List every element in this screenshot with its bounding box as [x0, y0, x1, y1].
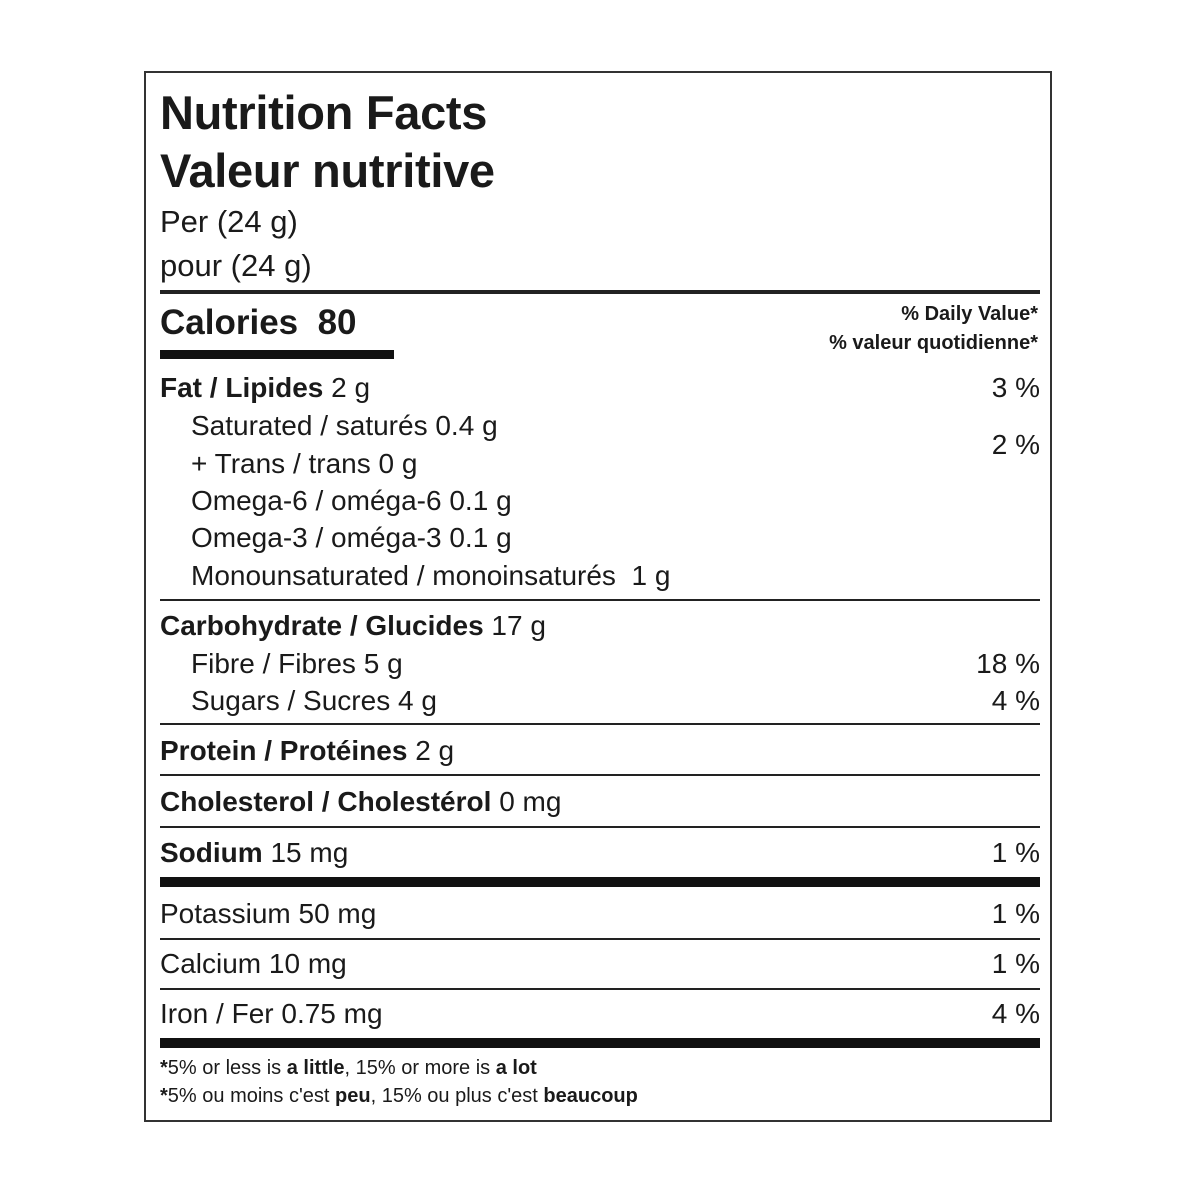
- serving-size-en: Per (24 g): [160, 204, 298, 239]
- divider: [160, 599, 1040, 601]
- row-sodium: Sodium 15 mg 1 %: [160, 837, 1040, 868]
- footnote-fr: *5% ou moins c'est peu, 15% ou plus c'es…: [160, 1085, 638, 1107]
- row-calcium: Calcium 10 mg 1 %: [160, 948, 1040, 979]
- serving-size-fr: pour (24 g): [160, 248, 312, 283]
- divider: [160, 988, 1040, 990]
- divider-thick: [160, 877, 1040, 887]
- divider: [160, 826, 1040, 828]
- divider: [160, 290, 1040, 294]
- daily-value-header-en: % Daily Value*: [901, 303, 1038, 325]
- row-trans: + Trans / trans 0 g: [191, 448, 418, 479]
- footnote-en: *5% or less is a little, 15% or more is …: [160, 1057, 537, 1079]
- row-omega6: Omega-6 / oméga-6 0.1 g: [191, 485, 512, 516]
- row-fibre: Fibre / Fibres 5 g 18 %: [191, 648, 1040, 679]
- divider: [160, 723, 1040, 725]
- row-potassium: Potassium 50 mg 1 %: [160, 898, 1040, 929]
- divider: [160, 938, 1040, 940]
- calories-value: 80: [317, 303, 357, 342]
- divider-thick: [160, 1038, 1040, 1048]
- title-en: Nutrition Facts: [160, 86, 488, 139]
- title-fr: Valeur nutritive: [160, 144, 495, 197]
- row-saturated: Saturated / saturés 0.4 g: [191, 410, 498, 441]
- row-monounsaturated: Monounsaturated / monoinsaturés 1 g: [191, 560, 671, 591]
- sat-trans-dv: 2 %: [991, 429, 1040, 460]
- calories-label: Calories: [160, 303, 299, 342]
- daily-value-header-fr: % valeur quotidienne*: [829, 332, 1038, 354]
- row-protein: Protein / Protéines 2 g: [160, 735, 455, 766]
- row-carbohydrate: Carbohydrate / Glucides 17 g: [160, 610, 546, 641]
- row-iron: Iron / Fer 0.75 mg 4 %: [160, 998, 1040, 1029]
- nutrition-facts-panel: [144, 71, 1052, 1122]
- calories: Calories 80: [160, 305, 357, 340]
- calories-bar: [160, 350, 394, 359]
- divider: [160, 774, 1040, 776]
- row-omega3: Omega-3 / oméga-3 0.1 g: [191, 522, 512, 553]
- row-cholesterol: Cholesterol / Cholestérol 0 mg: [160, 786, 562, 817]
